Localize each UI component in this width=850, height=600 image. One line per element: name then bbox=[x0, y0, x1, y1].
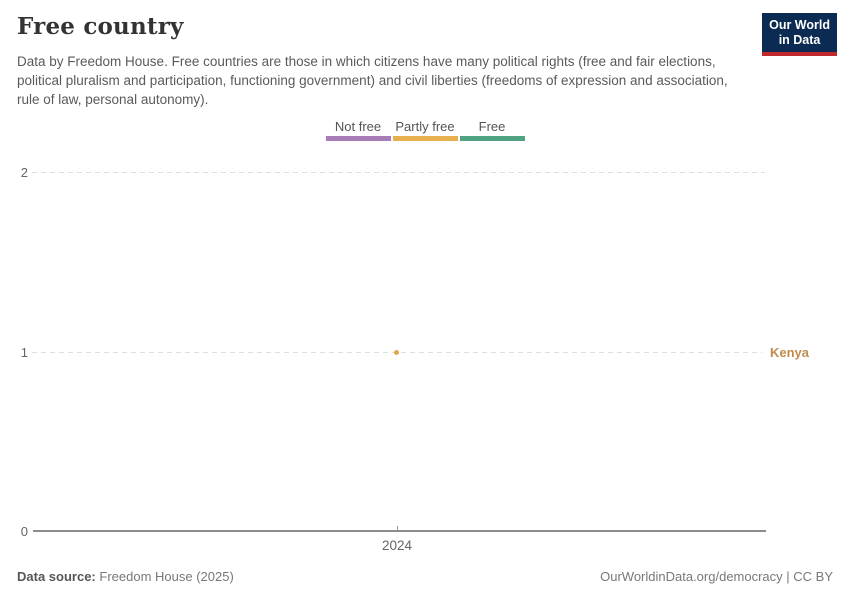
footer-link[interactable]: OurWorldinData.org/democracy | CC BY bbox=[600, 569, 833, 584]
legend-item-partly-free[interactable]: Partly free bbox=[392, 119, 458, 141]
x-axis-tick-label: 2024 bbox=[381, 538, 413, 553]
x-axis-line bbox=[33, 530, 766, 532]
footer-source: Data source: Freedom House (2025) bbox=[17, 569, 234, 584]
legend-label-partly-free: Partly free bbox=[395, 119, 455, 134]
legend-swatch-partly-free bbox=[392, 136, 458, 141]
legend-item-not-free[interactable]: Not free bbox=[325, 119, 391, 141]
legend-swatch-not-free bbox=[325, 136, 391, 141]
gridline-y2 bbox=[32, 172, 765, 173]
footer-source-value: Freedom House (2025) bbox=[99, 569, 234, 584]
chart-subtitle: Data by Freedom House. Free countries ar… bbox=[17, 54, 728, 107]
legend: Not free Partly free Free bbox=[0, 119, 850, 141]
legend-item-free[interactable]: Free bbox=[459, 119, 525, 141]
data-point-kenya-2024[interactable] bbox=[394, 350, 399, 355]
entity-label-kenya[interactable]: Kenya bbox=[770, 345, 810, 360]
page-title: Free country bbox=[17, 13, 184, 40]
footer-source-label: Data source: bbox=[17, 569, 96, 584]
y-axis-tick-2: 2 bbox=[20, 165, 28, 180]
footer: Data source: Freedom House (2025) OurWor… bbox=[17, 569, 833, 584]
owid-logo-stripe bbox=[762, 52, 837, 56]
y-axis-tick-0: 0 bbox=[20, 524, 28, 539]
owid-logo-line1: Our World bbox=[769, 18, 830, 32]
legend-label-free: Free bbox=[478, 119, 506, 134]
legend-label-not-free: Not free bbox=[334, 119, 382, 134]
owid-logo[interactable]: Our World in Data bbox=[762, 13, 837, 56]
owid-logo-line2: in Data bbox=[778, 33, 821, 47]
legend-swatch-free bbox=[459, 136, 525, 141]
x-axis-tick-mark bbox=[397, 526, 398, 531]
y-axis-tick-1: 1 bbox=[20, 345, 28, 360]
